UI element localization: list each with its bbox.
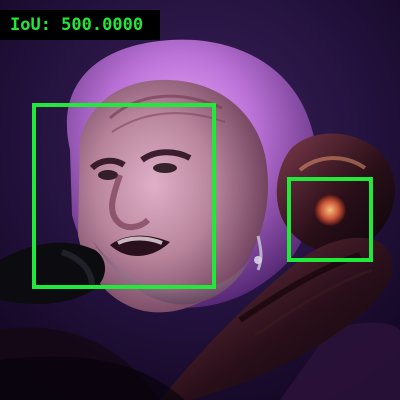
iou-label: IoU: 500.0000 [0, 10, 160, 40]
detection-box-face [32, 103, 216, 289]
detection-box-secondary [287, 177, 373, 262]
